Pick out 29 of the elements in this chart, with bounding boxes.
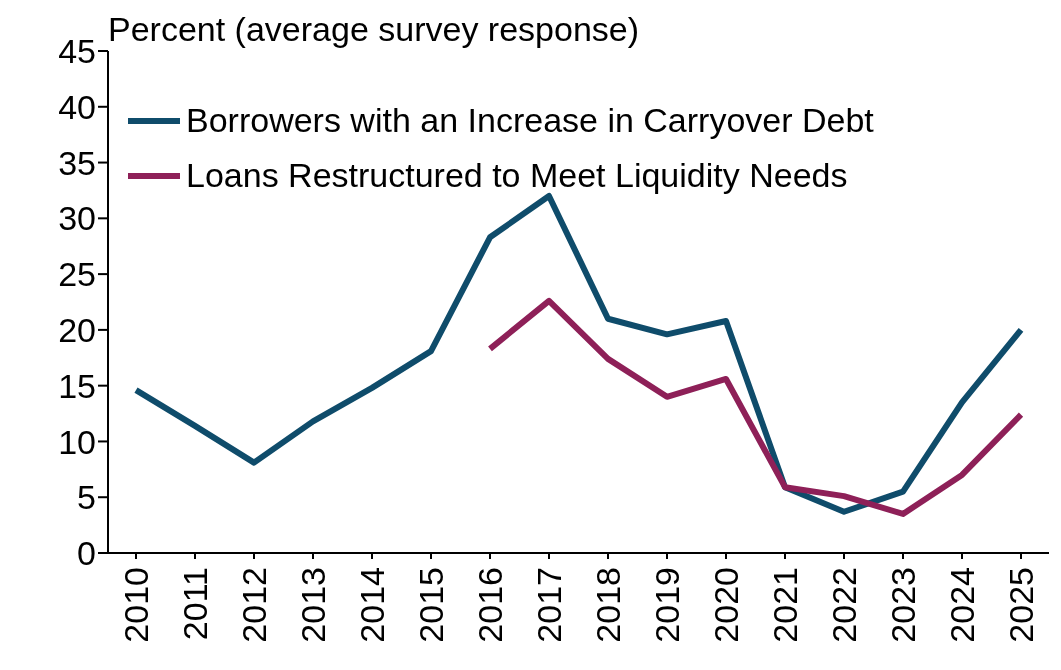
y-tick-label: 45 [58, 32, 96, 71]
y-tick-label: 40 [58, 87, 96, 126]
x-tick-label: 2014 [353, 567, 391, 643]
x-tick-label: 2012 [235, 567, 273, 643]
x-tick-label: 2016 [471, 567, 509, 643]
x-tick-label: 2018 [589, 567, 627, 643]
y-tick-label: 5 [77, 478, 96, 517]
x-tick-label: 2013 [294, 567, 332, 643]
y-tick-label: 20 [58, 310, 96, 349]
x-tick-label: 2025 [1002, 567, 1040, 643]
x-tick-label: 2020 [707, 567, 745, 643]
x-tick-label: 2024 [943, 567, 981, 643]
y-tick-label: 10 [58, 422, 96, 461]
x-tick-label: 2017 [530, 567, 568, 643]
legend-label: Borrowers with an Increase in Carryover Debt [186, 100, 874, 141]
x-tick-label: 2019 [648, 567, 686, 643]
x-tick-label: 2022 [825, 567, 863, 643]
y-tick-label: 0 [77, 534, 96, 573]
x-tick-label: 2015 [412, 567, 450, 643]
x-tick-label: 2010 [117, 567, 155, 643]
legend-label: Loans Restructured to Meet Liquidity Needs [186, 155, 848, 196]
y-tick-label: 30 [58, 199, 96, 238]
x-tick-label: 2023 [884, 567, 922, 643]
x-tick-label: 2011 [176, 567, 214, 641]
y-tick-label: 15 [58, 366, 96, 405]
x-tick-label: 2021 [766, 567, 804, 643]
y-axis-title: Percent (average survey response) [108, 10, 640, 49]
y-tick-label: 35 [58, 143, 96, 182]
y-tick-label: 25 [58, 255, 96, 294]
